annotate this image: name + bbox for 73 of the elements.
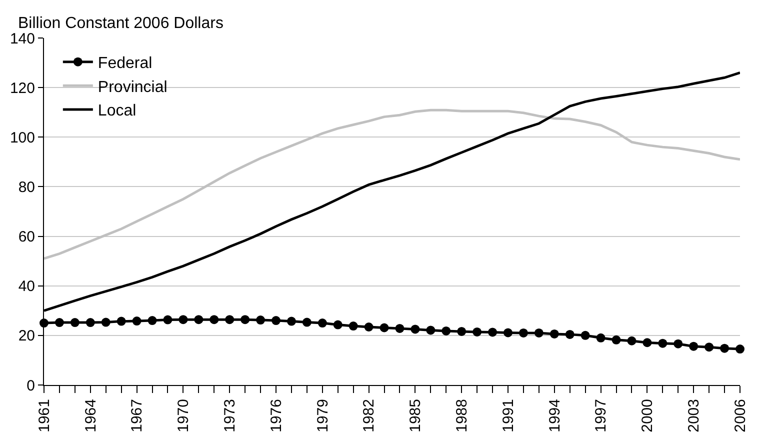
x-tick-label: 1970 bbox=[175, 399, 192, 432]
point bbox=[348, 322, 358, 331]
y-tick-label: 140 bbox=[10, 30, 35, 48]
point bbox=[272, 316, 280, 326]
point bbox=[86, 318, 95, 328]
point bbox=[286, 316, 296, 326]
point bbox=[364, 322, 374, 332]
legend-label: Federal bbox=[98, 55, 152, 72]
point bbox=[442, 326, 451, 336]
point bbox=[457, 326, 466, 336]
point bbox=[612, 335, 621, 344]
y-axis-title: Billion Constant 2006 Dollars bbox=[18, 15, 224, 32]
point bbox=[178, 315, 188, 324]
y-tick-label: 20 bbox=[18, 328, 35, 345]
y-tick-label: 80 bbox=[18, 178, 35, 196]
point bbox=[704, 342, 714, 352]
point bbox=[148, 316, 157, 326]
point bbox=[658, 338, 668, 348]
point bbox=[674, 339, 683, 348]
point bbox=[318, 318, 327, 328]
point bbox=[225, 315, 234, 324]
point bbox=[116, 316, 126, 326]
point bbox=[380, 323, 389, 332]
point bbox=[627, 336, 636, 346]
point bbox=[534, 328, 544, 338]
point bbox=[256, 316, 266, 325]
y-tick-label: 0 bbox=[26, 377, 35, 394]
point bbox=[565, 330, 574, 339]
x-tick-label: 1982 bbox=[360, 399, 378, 432]
point bbox=[642, 338, 652, 348]
y-tick-label: 60 bbox=[18, 228, 35, 246]
x-tick-label: 2003 bbox=[685, 399, 702, 432]
point bbox=[333, 320, 342, 330]
point bbox=[70, 318, 80, 328]
point bbox=[504, 328, 512, 338]
legend-label: Local bbox=[98, 102, 136, 120]
x-tick-label: 1991 bbox=[500, 399, 517, 432]
y-tick-label: 100 bbox=[10, 129, 35, 146]
x-tick-label: 1985 bbox=[407, 399, 424, 432]
x-tick-label: 1994 bbox=[546, 399, 564, 432]
x-tick-label: 1964 bbox=[82, 399, 100, 432]
point bbox=[426, 326, 436, 335]
point bbox=[210, 315, 219, 324]
y-tick-label: 40 bbox=[18, 278, 35, 296]
point bbox=[596, 333, 606, 342]
x-tick-label: 1973 bbox=[221, 399, 238, 432]
point bbox=[580, 330, 590, 340]
point bbox=[163, 315, 172, 324]
point bbox=[194, 315, 204, 324]
point bbox=[720, 344, 730, 353]
x-tick-label: 2000 bbox=[639, 399, 656, 432]
point bbox=[689, 342, 698, 351]
x-tick-label: 1976 bbox=[268, 399, 285, 432]
point bbox=[302, 318, 312, 327]
point bbox=[472, 327, 482, 336]
legend-label: Provincial bbox=[98, 78, 168, 96]
x-tick-label: 1979 bbox=[314, 399, 332, 432]
point bbox=[54, 318, 64, 328]
y-tick-label: 120 bbox=[10, 80, 35, 97]
point bbox=[550, 329, 559, 338]
x-tick-label: 1988 bbox=[453, 399, 470, 432]
point bbox=[488, 328, 498, 337]
point bbox=[101, 318, 110, 327]
point bbox=[410, 324, 420, 334]
x-tick-label: 1997 bbox=[592, 399, 610, 432]
x-tick-label: 1961 bbox=[36, 399, 53, 432]
point bbox=[518, 328, 528, 338]
x-tick-label: 2006 bbox=[732, 399, 749, 432]
point bbox=[395, 324, 404, 333]
point bbox=[736, 344, 744, 354]
x-tick-label: 1967 bbox=[128, 399, 146, 432]
point bbox=[132, 316, 142, 326]
point bbox=[240, 315, 250, 324]
